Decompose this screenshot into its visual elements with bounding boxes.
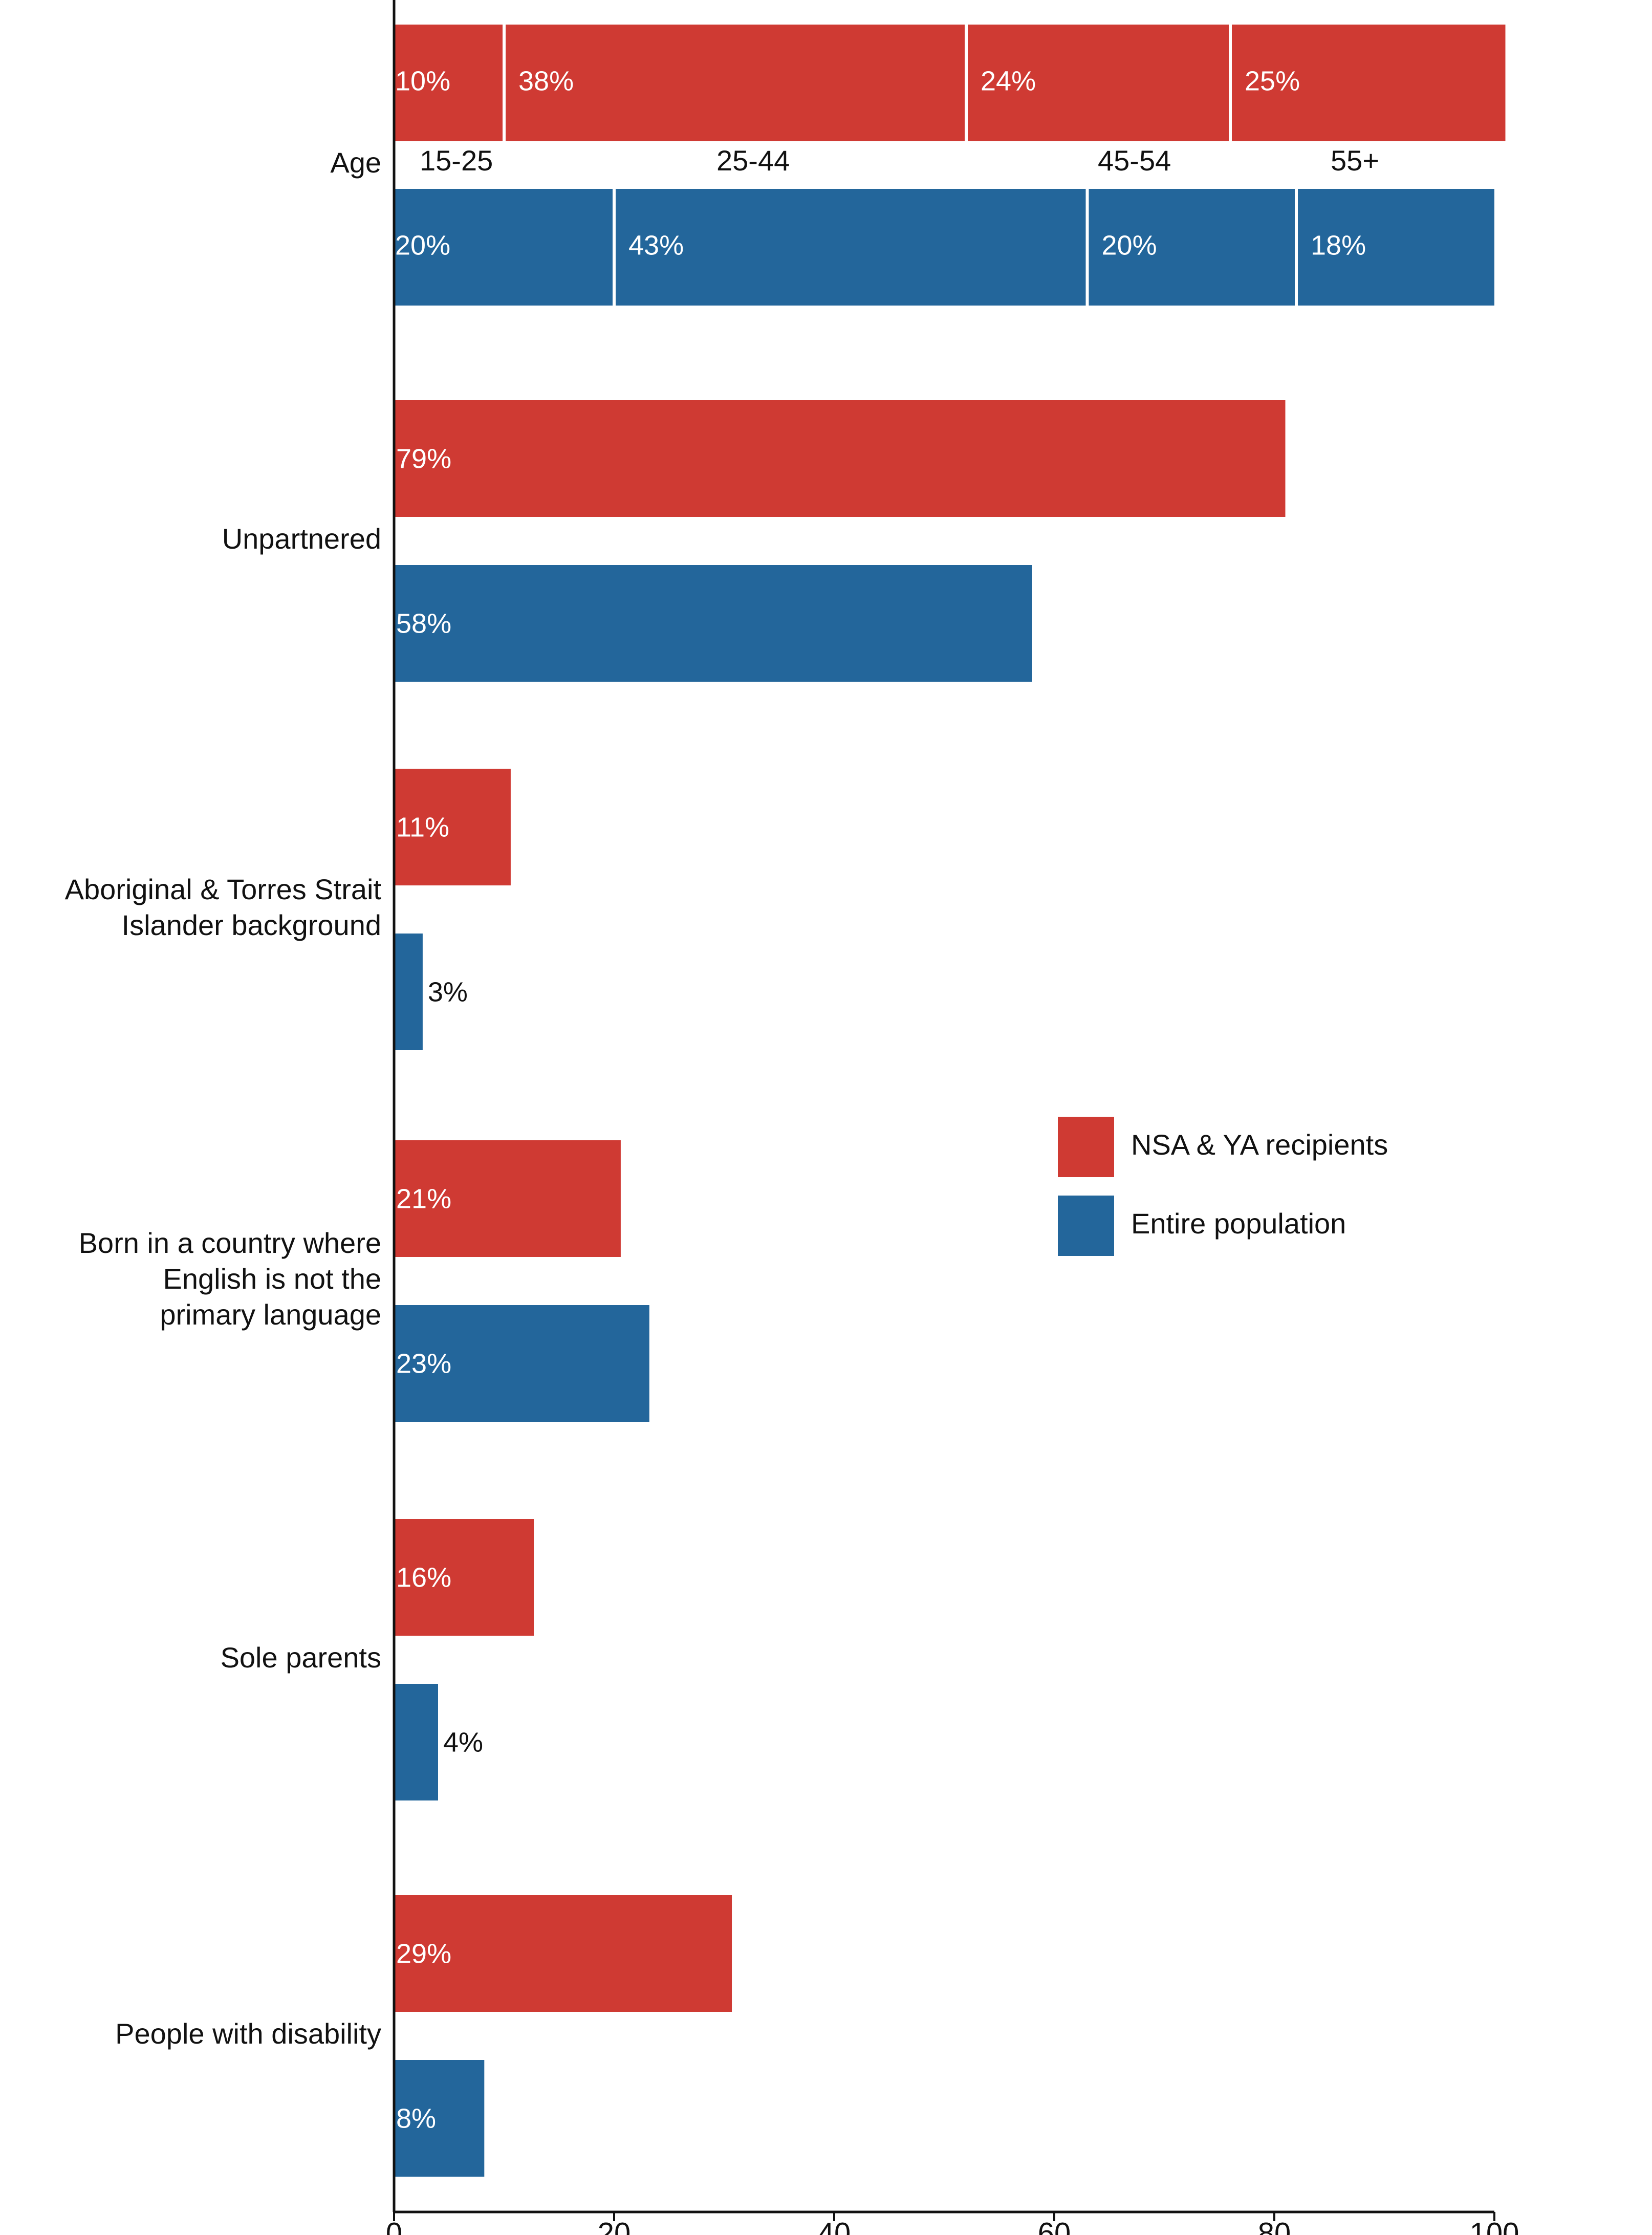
bar-value-label: 3% bbox=[428, 977, 468, 1007]
category-label: Unpartnered bbox=[222, 523, 381, 555]
category-label: Islander background bbox=[122, 909, 381, 941]
age-value-label: 24% bbox=[981, 66, 1036, 96]
x-tick-label: 0 bbox=[386, 2217, 402, 2235]
age-value-label: 20% bbox=[1102, 230, 1157, 261]
age-value-label: 20% bbox=[395, 230, 450, 261]
x-tick-label: 80 bbox=[1258, 2217, 1291, 2235]
bar-population-1 bbox=[394, 565, 1032, 682]
bar-nsa-3 bbox=[394, 1140, 621, 1257]
bar-value-label: 16% bbox=[396, 1562, 451, 1593]
bar-value-label: 79% bbox=[396, 443, 451, 474]
bar-value-label: 23% bbox=[396, 1348, 451, 1379]
age-value-label: 10% bbox=[395, 66, 450, 96]
age-bar-nsa-2 bbox=[504, 25, 966, 141]
legend-label-nsa: NSA & YA recipients bbox=[1131, 1129, 1388, 1161]
category-label: Sole parents bbox=[221, 1641, 381, 1674]
age-value-label: 38% bbox=[518, 66, 574, 96]
bars-layer bbox=[394, 25, 1506, 2177]
bar-value-label: 8% bbox=[396, 2103, 436, 2134]
x-tick-label: 60 bbox=[1038, 2217, 1071, 2235]
age-bar-nsa-1 bbox=[394, 25, 504, 141]
axis-layer: 0 20 40 60 80 100 bbox=[386, 0, 1519, 2235]
age-bar-population-3 bbox=[1087, 189, 1296, 306]
x-tick-label: 40 bbox=[818, 2217, 851, 2235]
category-label: Born in a country where bbox=[79, 1227, 381, 1259]
age-category-label: 45-54 bbox=[1098, 144, 1171, 177]
age-category-label: 25-44 bbox=[716, 144, 790, 177]
category-label: People with disability bbox=[115, 2017, 381, 2050]
bar-nsa-4 bbox=[394, 1519, 534, 1636]
age-value-label: 43% bbox=[628, 230, 684, 261]
age-value-label: 18% bbox=[1311, 230, 1366, 261]
age-bar-population-4 bbox=[1296, 189, 1494, 306]
legend-label-population: Entire population bbox=[1131, 1207, 1346, 1240]
labels-layer: 10% 38% 24% 25% 20% 43% 20% 18% Age 15-25 25-44 45-… bbox=[65, 66, 1379, 2134]
age-bar-population-2 bbox=[614, 189, 1088, 306]
category-label: Aboriginal & Torres Strait bbox=[65, 873, 382, 905]
age-bar-population-1 bbox=[394, 189, 614, 306]
category-label: English is not the bbox=[163, 1263, 381, 1295]
bar-nsa-2 bbox=[394, 769, 511, 885]
bar-value-label: 29% bbox=[396, 1938, 451, 1969]
age-bar-nsa-3 bbox=[966, 25, 1230, 141]
bar-value-label: 58% bbox=[396, 608, 451, 639]
bar-population-3 bbox=[394, 1305, 649, 1422]
bar-population-5 bbox=[394, 2060, 485, 2177]
legend: NSA & YA recipients Entire population bbox=[1058, 1117, 1388, 1256]
age-category-label: 55+ bbox=[1331, 144, 1379, 177]
age-axis-label: Age bbox=[330, 146, 381, 179]
age-bar-nsa-4 bbox=[1230, 25, 1506, 141]
category-label: primary language bbox=[160, 1298, 381, 1331]
bar-population-2 bbox=[394, 934, 423, 1050]
legend-swatch-nsa bbox=[1058, 1117, 1114, 1177]
legend-swatch-population bbox=[1058, 1196, 1114, 1256]
x-tick-label: 100 bbox=[1470, 2217, 1519, 2235]
bar-nsa-1 bbox=[394, 400, 1286, 517]
bar-nsa-5 bbox=[394, 1895, 732, 2012]
age-value-label: 25% bbox=[1245, 66, 1300, 96]
bar-value-label: 21% bbox=[396, 1183, 451, 1214]
bar-value-label: 4% bbox=[443, 1727, 483, 1757]
x-tick-label: 20 bbox=[598, 2217, 631, 2235]
age-category-label: 15-25 bbox=[420, 144, 493, 177]
bar-population-4 bbox=[394, 1684, 438, 1800]
bar-value-label: 11% bbox=[396, 812, 449, 842]
